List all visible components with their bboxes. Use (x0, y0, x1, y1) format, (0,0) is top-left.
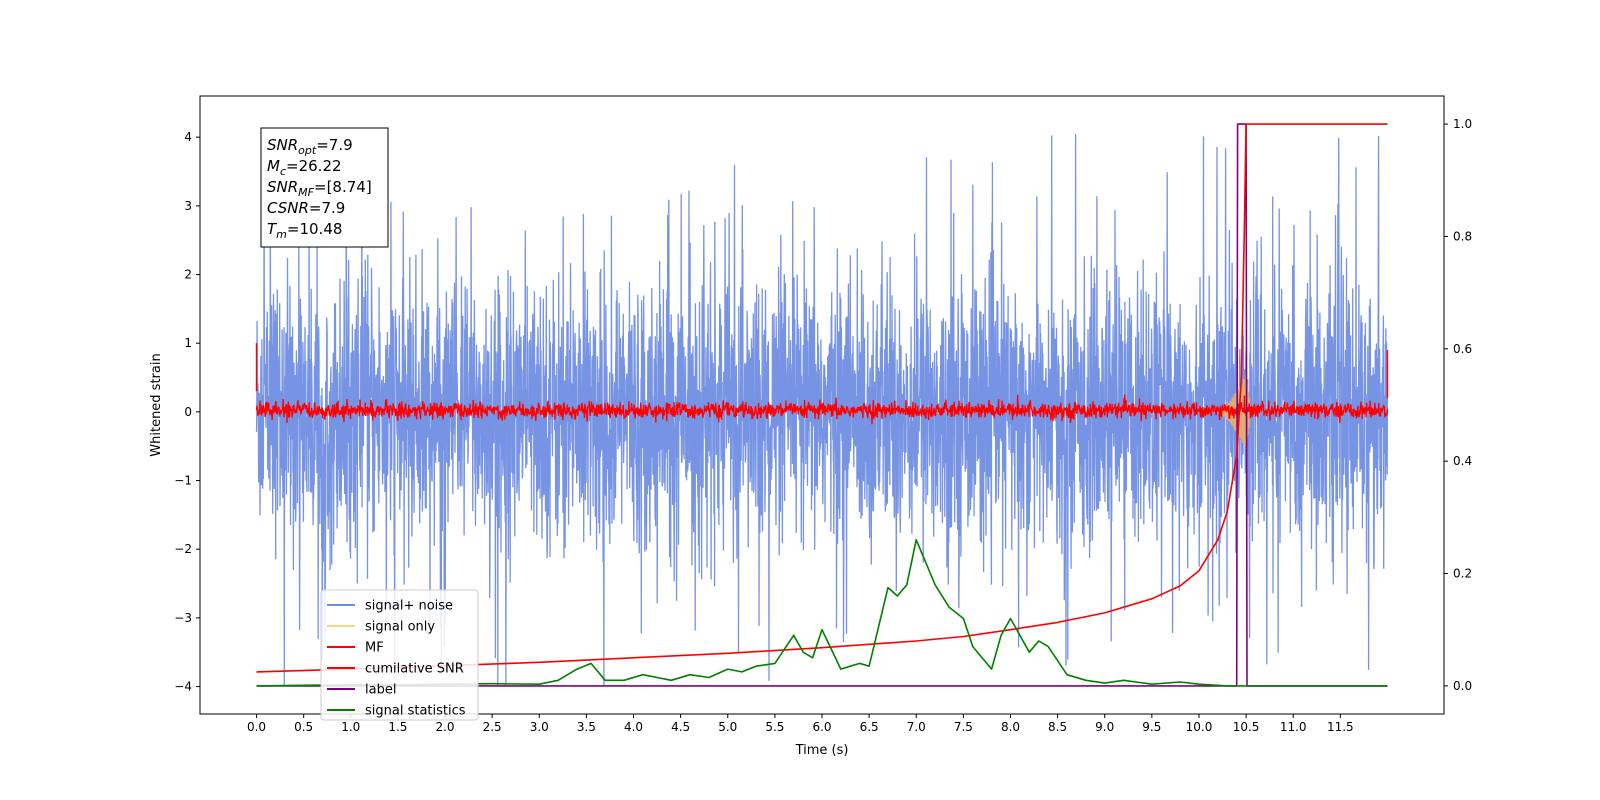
left-y-axis-ticks: 4 3 2 1 0 −1 −2 −3 −4 (174, 130, 200, 694)
legend-label-cumilative-snr: cumilative SNR (365, 662, 464, 677)
y-axis-label: Whitened strain (149, 353, 164, 456)
y-tick-label: 3 (184, 199, 192, 213)
series-cumulative-snr (256, 123, 1388, 673)
x-tick-label: 7.0 (907, 720, 926, 734)
x-tick-label: 2.0 (435, 720, 454, 734)
right-y-axis-ticks: 1.0 0.8 0.6 0.4 0.2 0.0 (1444, 117, 1472, 693)
x-tick-label: 2.5 (483, 720, 502, 734)
legend-frame (320, 589, 479, 721)
right-y-tick-label: 0.0 (1453, 679, 1472, 693)
right-y-tick-label: 1.0 (1453, 117, 1472, 131)
legend-label-signal-statistics: signal statistics (365, 704, 466, 719)
y-tick-label: −3 (174, 611, 192, 625)
y-tick-label: −4 (174, 680, 192, 694)
x-tick-label: 3.0 (530, 720, 549, 734)
x-tick-label: 6.5 (860, 720, 879, 734)
x-tick-label: 1.0 (341, 720, 360, 734)
series-mf (255, 394, 1389, 425)
x-tick-label: 5.5 (765, 720, 784, 734)
x-axis-ticks: 0.0 0.5 1.0 1.5 2.0 2.5 3.0 3.5 4.0 4.5 5.0 5.5 6.0 6… (247, 714, 1354, 734)
y-tick-label: 1 (184, 336, 192, 350)
x-tick-label: 4.5 (671, 720, 690, 734)
x-tick-label: 8.0 (1001, 720, 1020, 734)
x-tick-label: 11.0 (1280, 720, 1307, 734)
x-tick-label: 9.0 (1095, 720, 1114, 734)
x-tick-label: 8.5 (1048, 720, 1067, 734)
series-signal-statistics (256, 538, 1388, 687)
x-tick-label: 5.0 (718, 720, 737, 734)
x-tick-label: 11.5 (1327, 720, 1354, 734)
x-tick-label: 0.0 (247, 720, 266, 734)
y-tick-label: −1 (174, 474, 192, 488)
annotation-frame (260, 127, 389, 248)
annotation-line-snrmf: SNRMF=[8.74] (267, 178, 372, 199)
series-layer (255, 123, 1389, 687)
legend-label-mf: MF (365, 641, 384, 656)
x-tick-label: 10.0 (1186, 720, 1213, 734)
right-y-tick-label: 0.2 (1453, 567, 1472, 581)
x-tick-label: 6.0 (812, 720, 831, 734)
series-signal-noise (255, 133, 1389, 687)
y-tick-label: 2 (184, 268, 192, 282)
x-tick-label: 4.0 (624, 720, 643, 734)
y-tick-label: 0 (184, 405, 192, 419)
right-y-tick-label: 0.4 (1453, 454, 1472, 468)
annotation-line-tm: Tm=10.48 (267, 220, 342, 241)
x-tick-label: 7.5 (954, 720, 973, 734)
x-tick-label: 9.5 (1142, 720, 1161, 734)
right-y-tick-label: 0.8 (1453, 229, 1472, 243)
x-tick-label: 3.5 (577, 720, 596, 734)
annotation-line-mc: Mc=26.22 (267, 157, 342, 178)
x-tick-label: 0.5 (294, 720, 313, 734)
legend-label-label: label (365, 683, 396, 698)
right-y-tick-label: 0.6 (1453, 342, 1472, 356)
y-tick-label: 4 (184, 130, 192, 144)
y-tick-label: −2 (174, 542, 192, 556)
x-tick-label: 10.5 (1233, 720, 1260, 734)
legend: signal+ noise signal only MF cumilative SNR… (320, 589, 479, 721)
x-tick-label: 1.5 (388, 720, 407, 734)
annotation-line-snropt: SNRopt=7.9 (267, 136, 353, 157)
annotation-line-csnr: CSNR=7.9 (267, 199, 345, 217)
legend-label-signal-only: signal only (365, 620, 435, 635)
legend-label-signal-noise: signal+ noise (365, 599, 453, 614)
x-axis-label: Time (s) (795, 743, 849, 758)
